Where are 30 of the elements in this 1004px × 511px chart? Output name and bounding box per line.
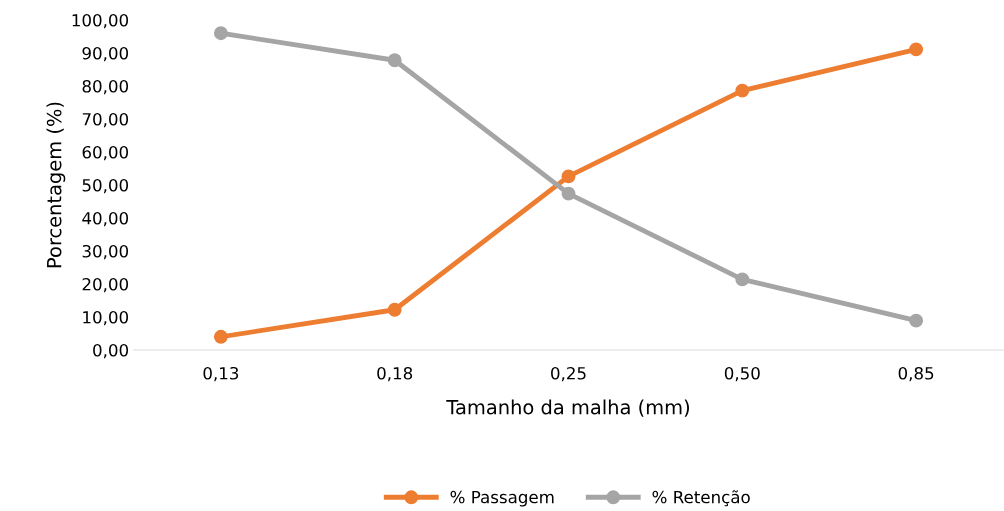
- y-tick-label: 100,00: [72, 13, 129, 29]
- x-tick-label: 0,50: [724, 366, 760, 382]
- y-tick-label: 30,00: [82, 244, 129, 260]
- y-tick-label: 0,00: [93, 343, 129, 359]
- y-tick-label: 90,00: [82, 46, 129, 62]
- x-tick-label: 0,25: [551, 366, 586, 382]
- y-tick-label: 40,00: [82, 211, 129, 227]
- legend-label: % Passagem: [450, 490, 554, 507]
- legend-label: % Retenção: [652, 490, 750, 507]
- point: [909, 313, 924, 328]
- x-axis-title: Tamanho da malha (mm): [446, 399, 689, 417]
- y-tick-label: 80,00: [82, 79, 129, 95]
- x-tick-label: 0,18: [377, 366, 413, 382]
- y-tick-label: 70,00: [82, 112, 129, 128]
- y-tick-label: 50,00: [82, 178, 129, 194]
- point: [909, 42, 924, 57]
- x-tick-label: 0,85: [898, 366, 934, 382]
- point: [735, 272, 750, 287]
- y-tick-label: 60,00: [82, 145, 129, 161]
- point: [387, 53, 402, 68]
- y-axis-title: Porcentagem (%): [46, 102, 66, 268]
- x-tick-label: 0,13: [203, 366, 239, 382]
- point: [561, 186, 576, 201]
- y-tick-label: 10,00: [83, 310, 129, 326]
- point: [561, 169, 576, 184]
- point: [387, 302, 402, 317]
- y-tick-label: 20,00: [82, 277, 129, 293]
- point: [213, 26, 228, 41]
- point: [213, 329, 228, 344]
- point: [735, 83, 750, 98]
